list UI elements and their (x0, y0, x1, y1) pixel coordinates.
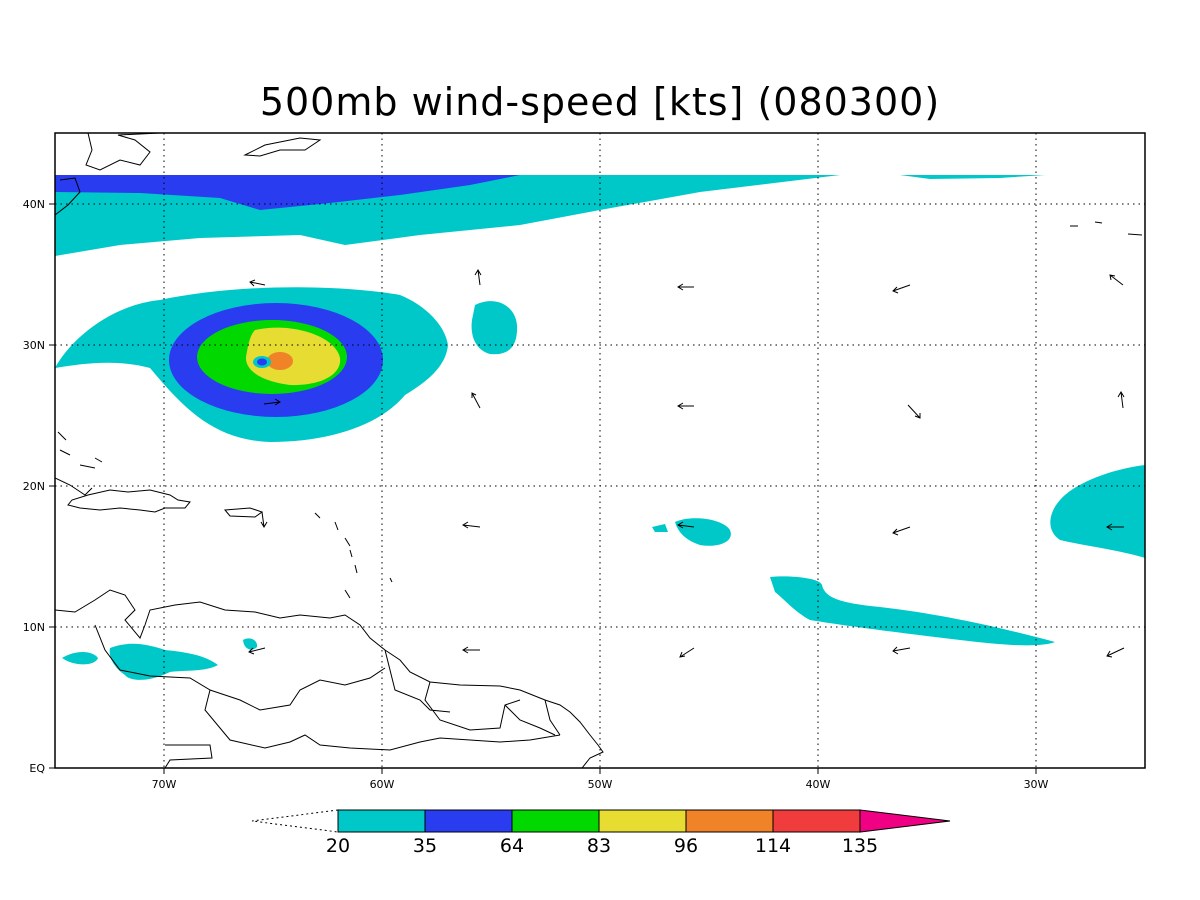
wind-blob (471, 301, 518, 355)
nova-scotia-coast (243, 137, 322, 157)
wind-blob (1050, 465, 1145, 558)
colorbar-label: 114 (755, 835, 791, 857)
wind-arrow (260, 511, 268, 528)
hispaniola-coast (67, 489, 191, 513)
lesser-antilles (314, 512, 393, 599)
x-tick-label: 40W (806, 778, 831, 791)
y-tick-label: 30N (23, 339, 45, 352)
jet-stream-shade-35 (55, 175, 520, 210)
colorbar-label: 96 (674, 835, 698, 857)
cuba-coast (55, 477, 93, 496)
coastlines (55, 133, 1143, 768)
colorbar-box (598, 809, 687, 833)
colorbar-label: 83 (587, 835, 611, 857)
north-america-coast (55, 133, 161, 216)
wind-arrow (1106, 647, 1125, 658)
wind-blob (770, 576, 1055, 646)
colorbar-box (772, 809, 861, 833)
jet-stream-sliver (900, 175, 1045, 179)
y-tick-label: 40N (23, 198, 45, 211)
colorbar-label: 35 (413, 835, 437, 857)
wind-arrow (677, 283, 694, 291)
colorbar-label: 135 (842, 835, 878, 857)
wind-arrow (1106, 523, 1124, 531)
wind-speed-shading (55, 175, 1145, 680)
x-tick-label: 70W (152, 778, 177, 791)
wind-arrow (263, 398, 281, 406)
axis-ticks (49, 203, 1037, 774)
colorbar-box (424, 809, 513, 833)
wind-arrow (249, 279, 266, 287)
bahamas-islands (57, 431, 103, 469)
atlantic-islets (1070, 221, 1143, 236)
wind-arrow (892, 526, 911, 536)
colorbar-label: 64 (500, 835, 524, 857)
x-tick-label: 60W (370, 778, 395, 791)
y-tick-label: 20N (23, 480, 45, 493)
wind-arrow (462, 521, 481, 529)
wind-arrow (1109, 274, 1124, 286)
wind-blob (675, 518, 731, 546)
wind-arrow (1117, 391, 1125, 409)
wind-blob (62, 652, 98, 665)
wind-arrow (892, 646, 911, 655)
x-tick-label: 30W (1024, 778, 1049, 791)
central-america-coast (164, 744, 213, 768)
hurricane-shade-83 (245, 327, 341, 386)
wind-arrow (462, 646, 480, 654)
colorbar-high-extension (859, 809, 951, 833)
south-america-coast (55, 589, 604, 768)
colorbar-box (511, 809, 600, 833)
wind-arrow (471, 392, 481, 409)
wind-blob (243, 638, 258, 650)
map-grid (55, 133, 1145, 768)
hurricane-shade-96 (267, 352, 293, 370)
map-title: 500mb wind-speed [kts] (080300) (259, 80, 941, 124)
y-tick-label: 10N (23, 621, 45, 634)
colorbar: 20 35 64 83 96 114 135 (251, 809, 951, 857)
wind-arrow (677, 521, 695, 529)
wind-blob (652, 524, 668, 532)
colorbar-box (337, 809, 426, 833)
y-tick-label: EQ (29, 762, 45, 775)
puerto-rico-coast (223, 507, 264, 518)
wind-arrow (907, 404, 921, 419)
wind-vectors (248, 269, 1125, 658)
x-tick-label: 50W (588, 778, 613, 791)
colorbar-box (685, 809, 774, 833)
wind-arrow (892, 284, 911, 294)
colorbar-label: 20 (326, 835, 350, 857)
south-america-borders (94, 624, 561, 751)
wind-arrow (677, 402, 694, 410)
wind-arrow (248, 647, 266, 655)
wind-arrow (474, 269, 482, 286)
hurricane-eye-inner (257, 358, 267, 366)
colorbar-low-extension (251, 809, 339, 833)
wind-arrow (679, 647, 695, 658)
